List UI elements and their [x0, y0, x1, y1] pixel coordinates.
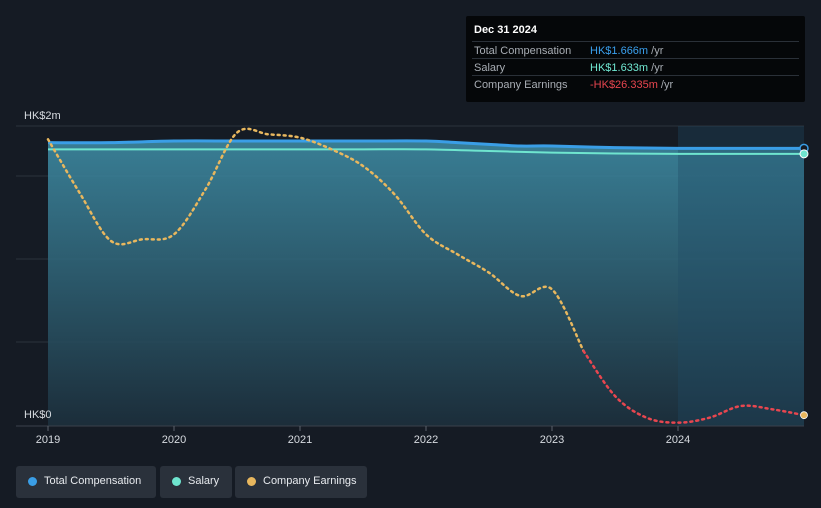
company-earnings-line	[46, 127, 585, 353]
legend-label: Salary	[188, 475, 220, 487]
x-tick-label: 2023	[540, 434, 564, 446]
tooltip-label: Salary	[474, 62, 506, 74]
tooltip-row-total-compensation: Total Compensation HK$1.666m /yr	[472, 41, 799, 59]
tooltip-value: HK$1.633m /yr	[590, 62, 663, 74]
tooltip-row-salary: Salary HK$1.633m /yr	[472, 58, 799, 76]
x-tick-label: 2020	[162, 434, 186, 446]
x-tick-label: 2022	[414, 434, 438, 446]
legend-label: Total Compensation	[44, 475, 142, 487]
tooltip-value-unit: /yr	[657, 79, 674, 91]
y-axis-top-label: HK$2m	[24, 110, 61, 122]
lines	[46, 127, 806, 424]
tooltip-value: HK$1.666m /yr	[590, 45, 663, 57]
salary-line	[48, 148, 804, 155]
tooltip-label: Total Compensation	[474, 45, 572, 57]
legend-item-total-compensation[interactable]: Total Compensation	[16, 466, 156, 498]
forecast-band	[678, 126, 804, 426]
tooltip-row-company-earnings: Company Earnings -HK$26.335m /yr	[472, 75, 799, 93]
axes: 2019 2020 2021 2022 2023 2024	[16, 425, 804, 446]
areas	[48, 141, 804, 426]
legend-dot-icon	[247, 477, 256, 486]
markers	[799, 143, 809, 420]
legend-item-company-earnings[interactable]: Company Earnings	[235, 466, 367, 498]
x-tick-label: 2024	[666, 434, 690, 446]
tooltip-value-unit: /yr	[648, 62, 664, 74]
y-axis-bottom-label: HK$0	[24, 409, 52, 421]
tooltip: Dec 31 2024 Total Compensation HK$1.666m…	[466, 16, 805, 102]
x-tick-label: 2021	[288, 434, 312, 446]
tooltip-value-number: HK$1.633m	[590, 62, 649, 74]
total-compensation-area	[48, 141, 804, 426]
legend-dot-icon	[172, 477, 181, 486]
company-earnings-marker	[800, 411, 808, 420]
tooltip-value-unit: /yr	[648, 45, 664, 57]
x-tick-label: 2019	[36, 434, 60, 446]
tooltip-value-number: -HK$26.335m	[590, 79, 658, 91]
legend-label: Company Earnings	[263, 475, 357, 487]
tooltip-label: Company Earnings	[474, 79, 568, 91]
tooltip-value: -HK$26.335m /yr	[590, 79, 673, 91]
salary-marker	[799, 149, 809, 159]
legend-dot-icon	[28, 477, 37, 486]
legend-item-salary[interactable]: Salary	[160, 466, 232, 498]
total-compensation-line	[47, 139, 804, 150]
tooltip-value-number: HK$1.666m	[590, 45, 649, 57]
tooltip-date: Dec 31 2024	[474, 24, 537, 36]
